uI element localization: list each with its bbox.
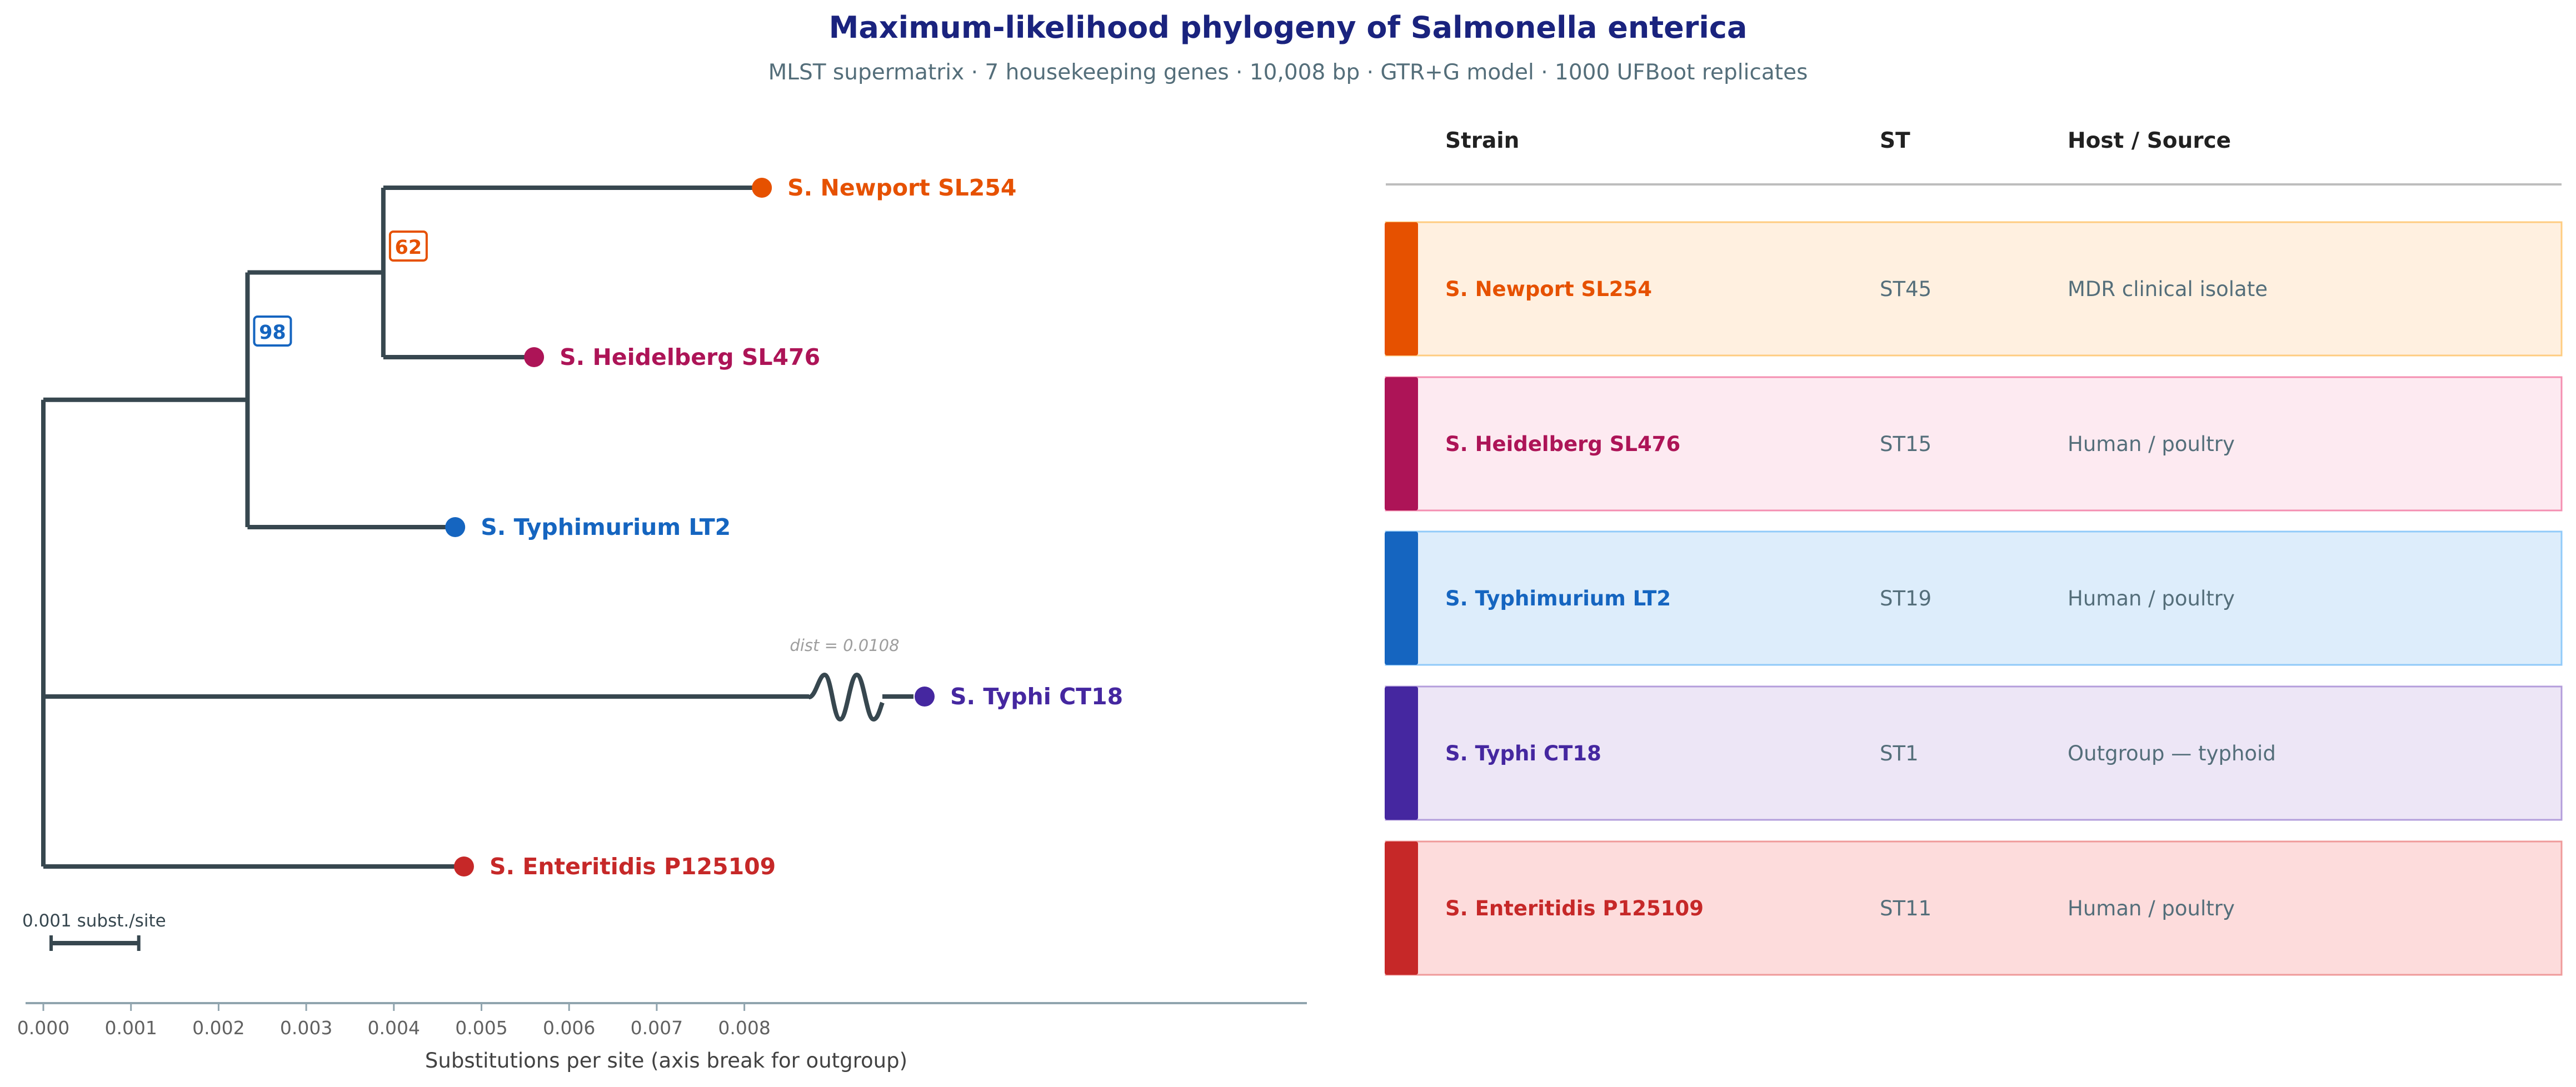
- cell-st: ST15: [1880, 432, 1931, 456]
- cell-st: ST45: [1880, 277, 1931, 301]
- x-axis-ticks: 0.000 0.001 0.002 0.003 0.004 0.005 0.006 0.007…: [17, 1003, 771, 1039]
- row-color-swatch: [1385, 841, 1418, 975]
- tip-node: [752, 178, 772, 198]
- figure-title: Maximum-likelihood phylogeny of Salmonel…: [829, 10, 1748, 45]
- cell-host: MDR clinical isolate: [2068, 277, 2268, 301]
- x-tick-label: 0.002: [192, 1017, 244, 1039]
- support-value: 62: [395, 237, 422, 259]
- cell-strain: S. Typhi CT18: [1445, 742, 1601, 765]
- x-tick-label: 0.003: [280, 1017, 332, 1039]
- x-tick-label: 0.007: [631, 1017, 683, 1039]
- row-background: [1385, 530, 2563, 666]
- scale-bar: [49, 935, 141, 951]
- table-rows: S. Newport SL254 ST45 MDR clinical isolate…: [1385, 221, 2563, 976]
- tip-label: S. Typhi CT18: [950, 683, 1123, 710]
- figure-subtitle: MLST supermatrix · 7 housekeeping genes …: [768, 60, 1808, 85]
- tip-label: S. Newport SL254: [787, 174, 1016, 201]
- bootstrap-supports: 98 62: [253, 231, 428, 347]
- x-tick-label: 0.006: [543, 1017, 595, 1039]
- column-header-st: ST: [1880, 128, 1910, 153]
- row-background: [1385, 221, 2563, 357]
- cell-st: ST11: [1880, 896, 1931, 920]
- support-box: [388, 231, 428, 262]
- cell-st: ST1: [1880, 742, 1919, 765]
- cell-host: Outgroup — typhoid: [2068, 742, 2276, 765]
- tip-label: S. Heidelberg SL476: [560, 344, 820, 370]
- row-color-swatch: [1385, 532, 1418, 665]
- row-background: [1385, 685, 2563, 821]
- table-row: S. Enteritidis P125109 ST11 Human / poultr…: [1385, 840, 2563, 976]
- tip-node: [453, 856, 474, 876]
- cell-host: Human / poultry: [2068, 587, 2235, 610]
- cell-host: Human / poultry: [2068, 432, 2235, 456]
- x-tick-label: 0.004: [368, 1017, 420, 1039]
- strain-table: Strain ST Host / Source S. Newport SL254…: [1385, 128, 2563, 976]
- tip-label: S. Typhimurium LT2: [481, 514, 731, 540]
- x-tick-label: 0.008: [718, 1017, 770, 1039]
- row-color-swatch: [1385, 687, 1418, 820]
- table-row: S. Typhimurium LT2 ST19 Human / poultry: [1385, 530, 2563, 666]
- tip-node: [915, 687, 935, 707]
- tree-panel: dist = 0.0108 S. Newport SL254 S. Heidelb…: [17, 174, 1307, 1073]
- column-header-strain: Strain: [1445, 128, 1519, 153]
- table-row: S. Newport SL254 ST45 MDR clinical isolate: [1385, 221, 2563, 357]
- support-box: [253, 315, 292, 347]
- table-row: S. Heidelberg SL476 ST15 Human / poultry: [1385, 376, 2563, 512]
- x-tick-label: 0.001: [104, 1017, 157, 1039]
- scale-bar-label: 0.001 subst./site: [22, 911, 166, 931]
- x-axis-label: Substitutions per site (axis break for o…: [425, 1049, 907, 1073]
- squiggle-break: [808, 672, 885, 722]
- x-tick-label: 0.000: [17, 1017, 69, 1039]
- tip-label: S. Enteritidis P125109: [490, 853, 776, 880]
- tree-tips: S. Newport SL254 S. Heidelberg SL476 S. Ty…: [445, 174, 1123, 880]
- tip-node: [445, 517, 466, 537]
- row-background: [1385, 840, 2563, 976]
- cell-strain: S. Newport SL254: [1445, 277, 1652, 301]
- cell-strain: S. Typhimurium LT2: [1445, 587, 1671, 610]
- cell-strain: S. Enteritidis P125109: [1445, 896, 1704, 920]
- cell-host: Human / poultry: [2068, 896, 2235, 920]
- column-header-host: Host / Source: [2068, 128, 2231, 153]
- break-distance-note: dist = 0.0108: [790, 636, 899, 655]
- cell-strain: S. Heidelberg SL476: [1445, 432, 1680, 456]
- row-background: [1385, 376, 2563, 512]
- table-row: S. Typhi CT18 ST1 Outgroup — typhoid: [1385, 685, 2563, 821]
- tree-branches: [41, 186, 913, 869]
- row-color-swatch: [1385, 222, 1418, 355]
- x-tick-label: 0.005: [455, 1017, 507, 1039]
- cell-st: ST19: [1880, 587, 1931, 610]
- support-value: 98: [259, 322, 286, 344]
- row-color-swatch: [1385, 377, 1418, 510]
- tip-node: [524, 347, 545, 367]
- axis-break-mark: [808, 672, 885, 722]
